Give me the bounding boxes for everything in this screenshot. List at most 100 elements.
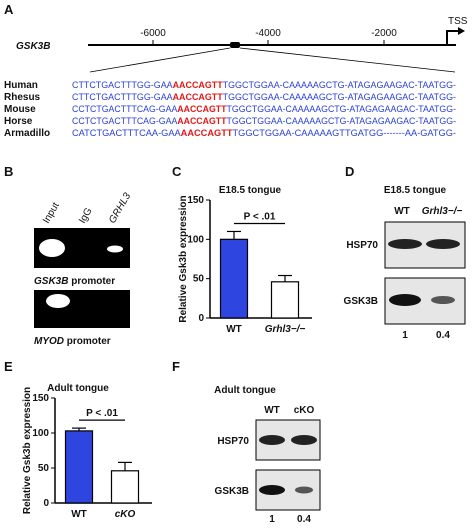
gel-band: [39, 239, 65, 257]
seq-after: TGGCTGGAA-CAAAAAGCTG-ATAGAGAAGAC-TAATGG-: [223, 80, 456, 90]
blot-label: HSP70: [346, 240, 378, 251]
lane-label: Input: [41, 201, 62, 226]
gel-label: GSK3B promoter: [34, 276, 115, 287]
blot-band: [291, 435, 317, 445]
y-tick-label: 50: [38, 463, 50, 474]
blot-band: [388, 239, 422, 249]
seq-after: TGGCTGGAA-CAAAAAGTTGATGG-------AA-GATGG-: [233, 128, 456, 138]
lane-label: IgG: [77, 206, 95, 226]
lane-label: cKO: [294, 405, 315, 416]
position-label: -4000: [255, 28, 281, 39]
blot-band: [259, 435, 285, 445]
seq-before: CATCTGACTTTCAA-GAA: [72, 128, 181, 138]
blot-band: [431, 296, 455, 304]
species: Mouse: [4, 104, 36, 115]
panel-label: A: [4, 2, 14, 17]
gel-band: [107, 245, 123, 253]
lane-label: WT: [264, 405, 280, 416]
lane-label: WT: [394, 206, 410, 217]
species: Rhesus: [4, 92, 41, 103]
tss-arrow: [446, 30, 460, 45]
gel: [34, 290, 130, 328]
lane-label: Grhl3−/−: [422, 206, 463, 217]
blot-band: [295, 486, 313, 494]
gel-band: [46, 294, 70, 308]
position-label: -2000: [371, 28, 397, 39]
significance-label: P < .01: [86, 408, 118, 419]
species: Armadillo: [4, 128, 50, 139]
x-tick-label: WT: [226, 324, 242, 335]
gene: MYOD: [34, 336, 64, 347]
y-tick-label: 0: [198, 313, 204, 324]
panel-label: D: [345, 164, 354, 179]
panel-title: Adult tongue: [214, 385, 276, 396]
y-tick-label: 100: [187, 234, 204, 245]
y-tick-label: 50: [193, 274, 205, 285]
species: Horse: [4, 116, 33, 127]
panel-label: E: [4, 359, 13, 374]
seq-motif: AACCAGTT: [181, 128, 233, 138]
blot-label: GSK3B: [344, 296, 378, 307]
sequence: CATCTGACTTTCAA-GAA AACCAGTTTGGCTGGAA-CAAA…: [72, 128, 456, 138]
x-tick-label: WT: [71, 509, 87, 520]
seq-before: CCTCTGACTTTCAG-GAA: [72, 104, 177, 114]
panel-title: E18.5 tongue: [384, 185, 447, 196]
y-tick-label: 150: [32, 393, 49, 404]
bar: [270, 281, 300, 319]
alignment: Human CTTCTGACTTTGG-GAAAACCAGTTTGGCTGGAA-…: [4, 80, 456, 139]
chart-title: Adult tongue: [47, 383, 109, 394]
seq-before: CTTCTGACTTTGG-GAA: [72, 92, 173, 102]
tss-label: TSS: [448, 16, 468, 27]
seq-after: TGGCTGGAA-CAAAAAGCTG-ATAGAGAAGAC-TAATGG-: [227, 116, 456, 126]
sequence: CCTCTGACTTTCAG-GAAAACCAGTTTGGCTGGAA-CAAA…: [72, 116, 456, 126]
y-tick-label: 0: [43, 498, 49, 509]
ratio: 0.4: [297, 514, 311, 525]
bar: [64, 430, 94, 504]
panel-label: B: [4, 164, 13, 179]
panel-label: F: [172, 359, 180, 374]
blot-band: [259, 485, 285, 495]
sequence: CTTCTGACTTTGG-GAAAACCAGTTTGGCTGGAA-CAAAA…: [72, 92, 456, 102]
ratio: 1: [269, 514, 275, 525]
sequence: CTTCTGACTTTGG-GAAAACCAGTTTGGCTGGAA-CAAAA…: [72, 80, 456, 90]
y-tick-label: 150: [187, 195, 204, 206]
significance-label: P < .01: [244, 211, 276, 222]
blot-label: HSP70: [217, 436, 249, 447]
y-tick-label: 100: [32, 428, 49, 439]
text: promoter: [71, 276, 115, 287]
chart-title: E18.5 tongue: [219, 185, 282, 196]
seq-motif: AACCAGTT: [173, 92, 224, 102]
seq-motif: AACCAGTT: [173, 80, 224, 90]
tss-arrowhead: [458, 27, 465, 35]
position-label: -6000: [140, 28, 166, 39]
seq-after: TGGCTGGAA-CAAAAAGCTG-ATAGAGAAGAC-TAATGG-: [227, 104, 456, 114]
blot-label: GSK3B: [215, 486, 249, 497]
x-tick-label: Grhl3−/−: [265, 324, 306, 335]
x-tick-label: cKO: [115, 509, 136, 520]
bar: [110, 470, 140, 504]
seq-motif: AACCAGTT: [177, 116, 227, 126]
seq-motif: AACCAGTT: [177, 104, 227, 114]
bar: [219, 238, 249, 319]
seq-before: CTTCTGACTTTGG-GAA: [72, 80, 173, 90]
y-axis-label: Relative Gsk3b expression: [22, 387, 33, 514]
zoom-line: [89, 47, 231, 73]
ratio: 0.4: [436, 330, 450, 341]
y-axis-label: Relative Gsk3b expression: [178, 195, 189, 322]
blot-band: [426, 239, 460, 249]
seq-after: TGGCTGGAA-CAAAAAGCTG-ATAGAGAAGAC-TAATGG-: [223, 92, 456, 102]
text: promoter: [67, 336, 111, 347]
gene: GSK3B: [34, 276, 68, 287]
seq-before: CCTCTGACTTTCAG-GAA: [72, 116, 177, 126]
motif-box: [230, 42, 240, 48]
panel-label: C: [172, 164, 182, 179]
gene-name: GSK3B: [16, 41, 50, 52]
zoom-line: [239, 47, 456, 73]
blot-band: [389, 294, 421, 306]
ratio: 1: [402, 330, 408, 341]
sequence: CCTCTGACTTTCAG-GAAAACCAGTTTGGCTGGAA-CAAA…: [72, 104, 456, 114]
gel-label: MYOD promoter: [34, 336, 111, 347]
species: Human: [4, 80, 38, 91]
lane-label: GRHL3: [107, 191, 133, 226]
